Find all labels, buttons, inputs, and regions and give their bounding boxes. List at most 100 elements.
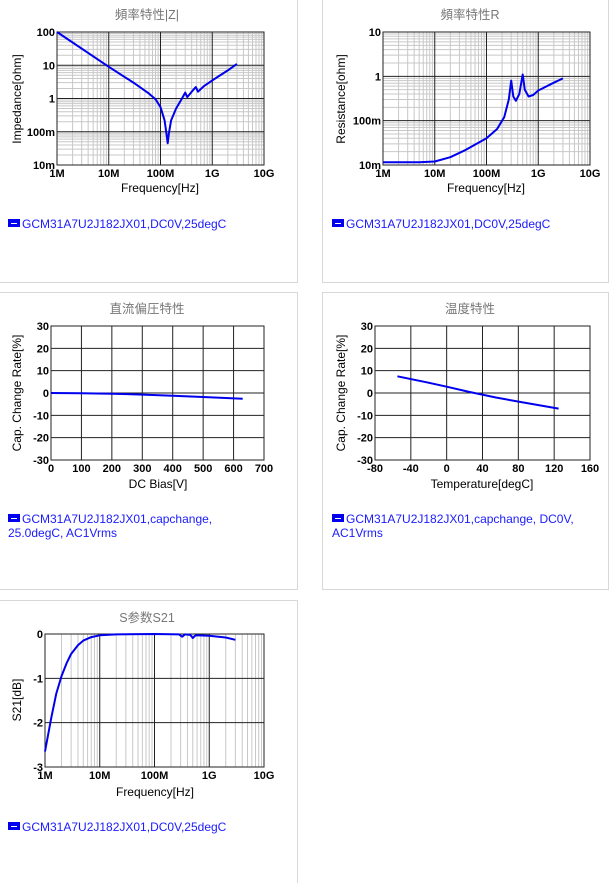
x-tick-label: 100M [473, 168, 501, 180]
y-tick-label: 10 [361, 366, 373, 378]
x-tick-label: 100M [147, 168, 175, 180]
plot-border [374, 325, 591, 461]
x-tick-label: -80 [367, 463, 383, 475]
x-tick-label: 1M [375, 168, 390, 180]
y-tick-label: -30 [33, 455, 49, 467]
x-tick-label: 1G [531, 168, 546, 180]
plot-border [56, 31, 265, 166]
x-tick-label: 600 [224, 463, 242, 475]
legend-impedance: GCM31A7U2J182JX01,DC0V,25degC [8, 217, 293, 231]
legend-swatch [8, 822, 20, 830]
y-tick-label: -20 [357, 433, 373, 445]
y-tick-label: -3 [33, 762, 43, 774]
x-tick-label: 700 [255, 463, 273, 475]
chart-title: 頻率特性|Z| [115, 7, 179, 22]
series-line [383, 73, 564, 164]
legend-label: GCM31A7U2J182JX01,DC0V,25degC [22, 820, 227, 834]
y-tick-label: -30 [357, 455, 373, 467]
legend-swatch [332, 514, 344, 522]
y-tick-label: -10 [357, 410, 373, 422]
x-tick-label: 1G [205, 168, 220, 180]
chart-title: 頻率特性R [440, 7, 499, 22]
y-tick-label: 10 [369, 27, 381, 39]
x-tick-label: 10G [254, 770, 275, 782]
x-tick-label: 1M [49, 168, 64, 180]
y-tick-label: -10 [33, 410, 49, 422]
y-tick-label: 10 [43, 60, 55, 72]
y-tick-label: 10m [359, 160, 381, 172]
panel-impedance [0, 0, 298, 283]
x-axis-label: Frequency[Hz] [116, 785, 194, 799]
chart-title: 温度特性 [445, 301, 495, 316]
legend-s21: GCM31A7U2J182JX01,DC0V,25degC [8, 820, 293, 834]
x-tick-label: 200 [103, 463, 121, 475]
y-axis-label: Impedance[ohm] [10, 54, 24, 143]
legend-swatch [8, 514, 20, 522]
legend-label: GCM31A7U2J182JX01,capchange, DC0V, AC1Vr… [332, 512, 574, 540]
x-tick-label: 40 [476, 463, 488, 475]
x-tick-label: 10M [89, 770, 110, 782]
y-tick-label: 30 [37, 321, 49, 333]
x-tick-label: 80 [512, 463, 524, 475]
plot-area-1: 1M 10M 100M 1G 10G 10m 100m 1 10 [353, 27, 601, 180]
y-tick-label: -20 [33, 433, 49, 445]
y-tick-label: 10m [33, 160, 55, 172]
x-tick-label: -40 [403, 463, 419, 475]
legend-swatch [8, 219, 20, 227]
x-axis-label: Temperature[degC] [431, 477, 534, 491]
y-tick-label: 1 [49, 94, 55, 106]
panel-s21 [0, 600, 298, 883]
x-tick-label: 100 [72, 463, 90, 475]
x-tick-label: 1M [37, 770, 52, 782]
x-axis-label: Frequency[Hz] [447, 181, 525, 195]
x-tick-label: 100M [141, 770, 169, 782]
y-tick-label: 0 [367, 388, 373, 400]
y-tick-label: 100 [37, 27, 55, 39]
legend-label: GCM31A7U2J182JX01,capchange, 25.0degC, A… [8, 512, 213, 540]
y-tick-label: 100m [353, 116, 381, 128]
x-tick-label: 1G [202, 770, 217, 782]
chart-title: 直流偏圧特性 [109, 301, 184, 316]
y-tick-label: 20 [37, 343, 49, 355]
series-line [50, 392, 243, 400]
y-tick-label: 10 [37, 366, 49, 378]
plot-area-4: 1M 10M 100M 1G 10G -3 -2 -1 0 [33, 629, 274, 782]
y-tick-label: 0 [43, 388, 49, 400]
x-axis-label: Frequency[Hz] [121, 181, 199, 195]
y-tick-label: -2 [33, 718, 43, 730]
chart-impedance: 頻率特性|Z| Frequency[Hz] Impedance[ohm] [10, 7, 199, 195]
x-axis-label: DC Bias[V] [129, 477, 188, 491]
legend-resistance: GCM31A7U2J182JX01,DC0V,25degC [332, 217, 602, 231]
plot-area-0: 1M 10M 100M 1G 10G 10m 100m 1 10 100 [27, 27, 275, 180]
y-axis-label: Cap. Change Rate[%] [10, 335, 24, 452]
legend-dc-bias: GCM31A7U2J182JX01,capchange, 25.0degC, A… [8, 512, 248, 540]
series-line [397, 375, 559, 410]
y-axis-label: S21[dB] [10, 679, 24, 722]
x-tick-label: 10M [424, 168, 445, 180]
x-tick-label: 120 [545, 463, 563, 475]
legend-label: GCM31A7U2J182JX01,DC0V,25degC [346, 217, 551, 231]
y-axis-label: Cap. Change Rate[%] [334, 335, 348, 452]
plot-area-2: 0 100 200 300 400 500 600 700 -30 -20 -10 0 10 20 30 [33, 321, 273, 475]
x-tick-label: 300 [133, 463, 151, 475]
panel-dc-bias [0, 292, 298, 590]
series-line [44, 633, 236, 752]
x-tick-label: 10M [98, 168, 119, 180]
x-tick-label: 0 [48, 463, 54, 475]
x-tick-label: 500 [194, 463, 212, 475]
chart-title: S参数S21 [119, 610, 175, 625]
x-tick-label: 10G [580, 168, 601, 180]
chart-temperature: 温度特性 Temperature[degC] Cap. Change Rate[… [334, 301, 533, 491]
legend-swatch [332, 219, 344, 227]
y-tick-label: -1 [33, 673, 43, 685]
chart-dc-bias: 直流偏圧特性 DC Bias[V] Cap. Change Rate[%] [10, 301, 187, 491]
x-tick-label: 400 [164, 463, 182, 475]
x-tick-label: 10G [254, 168, 275, 180]
legend-temperature: GCM31A7U2J182JX01,capchange, DC0V, AC1Vr… [332, 512, 607, 540]
plot-area-3: -80 -40 0 40 80 120 160 -30 -20 -10 0 10 20 30 [357, 321, 599, 475]
y-tick-label: 30 [361, 321, 373, 333]
plot-border [382, 31, 591, 166]
y-tick-label: 0 [37, 629, 43, 641]
legend-label: GCM31A7U2J182JX01,DC0V,25degC [22, 217, 227, 231]
